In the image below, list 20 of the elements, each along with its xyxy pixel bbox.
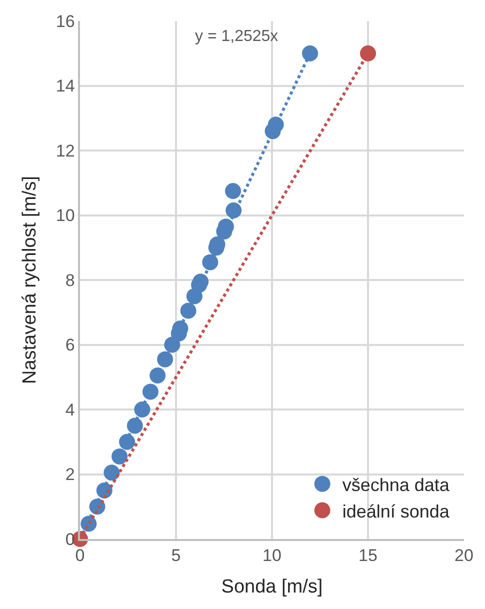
x-axis-title: Sonda [m/s] [221,576,323,598]
y-axis-title: Nastavená rychlost [m/s] [19,176,40,384]
annotation: y = 1,2525x [195,28,278,45]
y-tick-label: 8 [65,270,75,290]
point [225,182,242,199]
point [302,45,318,62]
x-tick-label: 20 [454,546,474,566]
y-tick-label: 16 [56,12,75,31]
y-tick-label: 4 [65,400,75,420]
point [360,45,376,62]
y-tick-label: 10 [56,206,75,226]
legend-label: ideální sonda [342,501,450,522]
y-tick-label: 2 [65,465,75,484]
x-tick-label: 15 [358,546,378,566]
x-tick-label: 5 [171,546,181,566]
y-tick-label: 12 [56,141,75,160]
y-tick-label: 6 [65,336,75,355]
legend-label: všechna data [342,474,450,495]
y-tick-label: 14 [56,76,75,96]
x-tick-label: 10 [262,546,282,566]
